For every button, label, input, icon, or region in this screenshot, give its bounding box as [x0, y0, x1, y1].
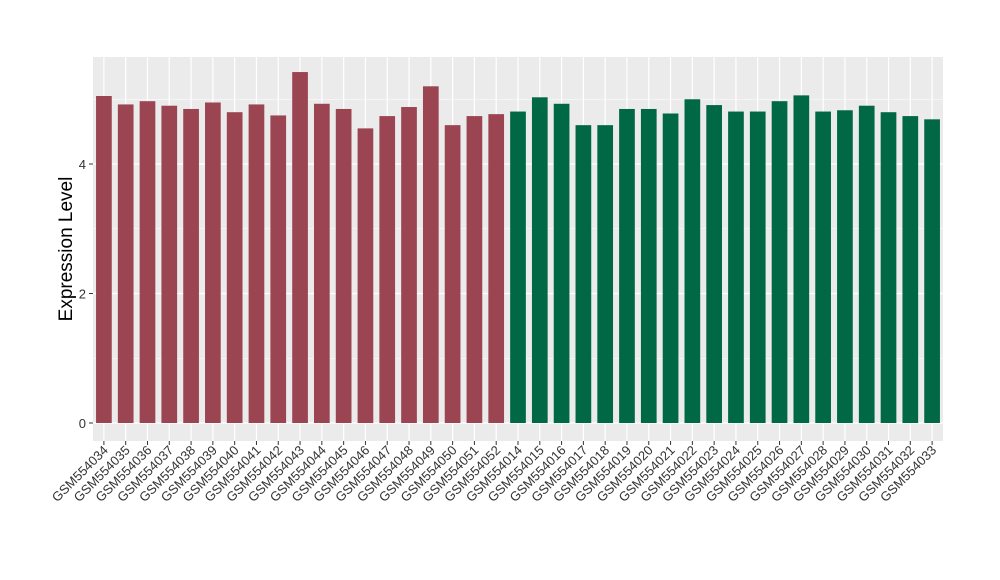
- bar-GSM554052: [488, 114, 505, 423]
- bar-GSM554040: [226, 112, 243, 423]
- bar-GSM554023: [706, 105, 722, 423]
- bar-GSM554039: [205, 102, 221, 424]
- bar-GSM554033: [924, 119, 940, 423]
- bar-GSM554045: [335, 108, 352, 424]
- bar-GSM554043: [292, 72, 308, 424]
- bar-GSM554025: [749, 111, 766, 424]
- bar-GSM554021: [662, 113, 679, 424]
- bar-GSM554037: [161, 105, 178, 423]
- bar-GSM554018: [597, 125, 614, 424]
- bar-GSM554029: [837, 110, 853, 423]
- bar-GSM554042: [270, 115, 287, 423]
- bar-GSM554047: [379, 116, 396, 424]
- y-axis-title: Expression Level: [56, 177, 77, 322]
- x-axis: GSM554034GSM554035GSM554036GSM554037GSM5…: [49, 441, 939, 505]
- y-tick-label: 2: [79, 287, 86, 302]
- bar-GSM554035: [117, 104, 134, 424]
- bar-GSM554048: [401, 107, 417, 424]
- bar-GSM554017: [575, 125, 592, 424]
- y-axis: 0 2 4: [79, 157, 93, 431]
- bars: [96, 72, 940, 424]
- bar-GSM554028: [815, 111, 831, 424]
- bar-GSM554049: [422, 86, 439, 424]
- bar-GSM554015: [531, 97, 548, 424]
- bar-GSM554036: [139, 101, 156, 423]
- bar-GSM554014: [510, 111, 526, 424]
- bar-GSM554044: [314, 103, 330, 423]
- bar-GSM554026: [771, 101, 788, 423]
- bar-GSM554016: [553, 103, 570, 423]
- bar-GSM554019: [619, 108, 635, 424]
- bar-GSM554041: [248, 104, 265, 424]
- bar-GSM554031: [880, 112, 897, 423]
- bar-GSM554024: [728, 111, 744, 424]
- bar-GSM554051: [466, 116, 483, 424]
- bar-GSM554030: [858, 105, 875, 423]
- bar-GSM554027: [793, 95, 810, 424]
- bar-GSM554050: [444, 125, 461, 424]
- bar-GSM554046: [357, 128, 374, 423]
- bar-GSM554038: [183, 108, 199, 424]
- bar-GSM554032: [902, 116, 919, 424]
- bar-GSM554020: [640, 108, 657, 424]
- bar-GSM554022: [684, 99, 701, 423]
- y-tick-label: 4: [79, 157, 86, 172]
- bar-GSM554034: [96, 96, 112, 423]
- y-tick-label: 0: [79, 416, 86, 431]
